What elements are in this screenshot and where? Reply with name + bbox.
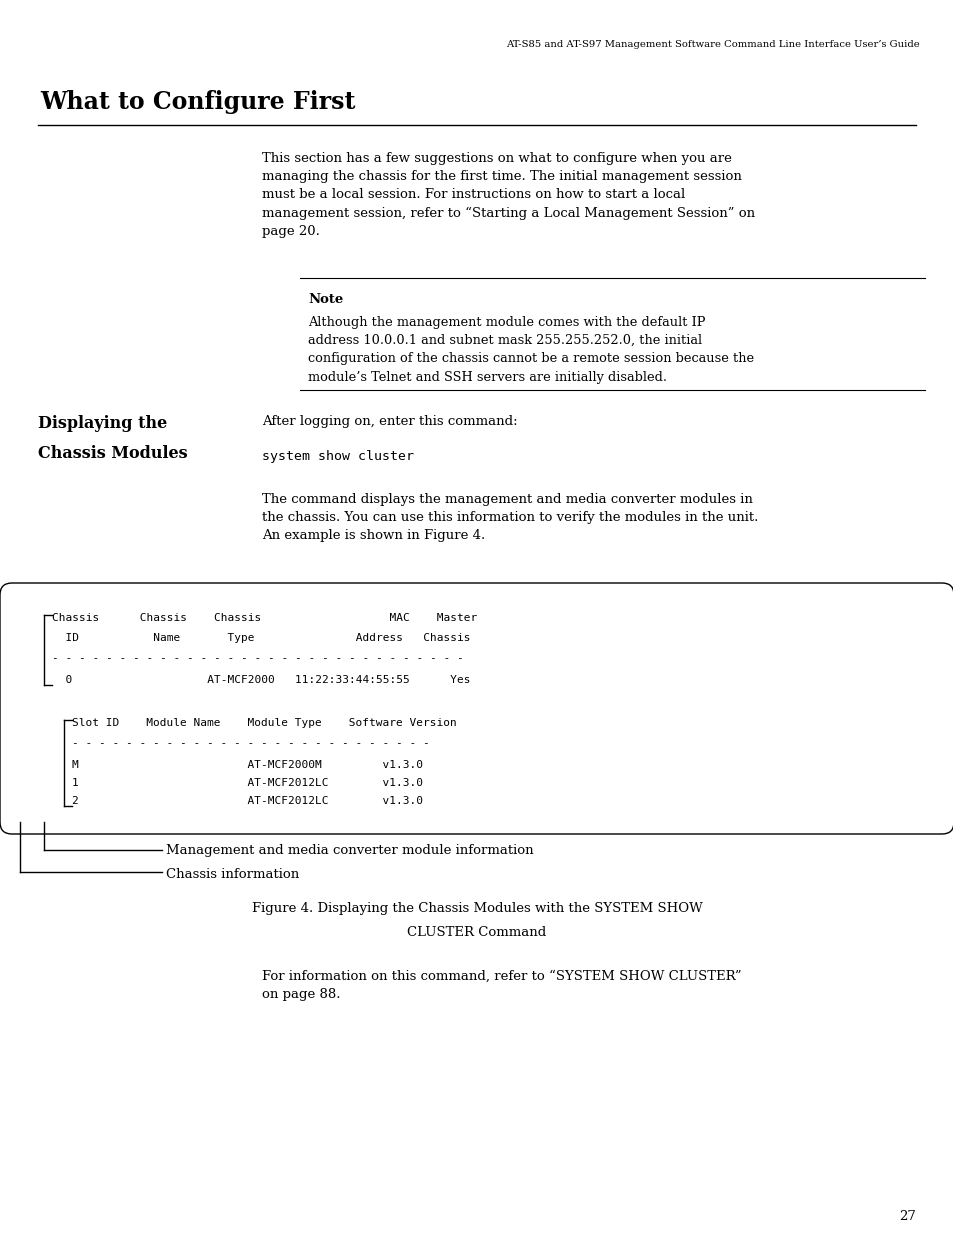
Text: Although the management module comes with the default IP
address 10.0.0.1 and su: Although the management module comes wit…	[308, 316, 753, 384]
Text: CLUSTER Command: CLUSTER Command	[407, 926, 546, 939]
Text: The command displays the management and media converter modules in
the chassis. : The command displays the management and …	[262, 493, 758, 542]
Text: For information on this command, refer to “SYSTEM SHOW CLUSTER”
on page 88.: For information on this command, refer t…	[262, 969, 740, 1002]
Text: 27: 27	[898, 1210, 915, 1223]
Text: What to Configure First: What to Configure First	[40, 90, 355, 114]
Text: Chassis information: Chassis information	[166, 868, 299, 881]
Text: After logging on, enter this command:: After logging on, enter this command:	[262, 415, 517, 429]
Text: Displaying the: Displaying the	[38, 415, 167, 432]
Text: Figure 4. Displaying the Chassis Modules with the SYSTEM SHOW: Figure 4. Displaying the Chassis Modules…	[252, 902, 701, 915]
Text: Management and media converter module information: Management and media converter module in…	[166, 844, 533, 857]
Text: Note: Note	[308, 293, 343, 306]
Text: 1                         AT-MCF2012LC        v1.3.0: 1 AT-MCF2012LC v1.3.0	[71, 778, 422, 788]
Text: Slot ID    Module Name    Module Type    Software Version: Slot ID Module Name Module Type Software…	[71, 718, 456, 727]
Text: - - - - - - - - - - - - - - - - - - - - - - - - - - -: - - - - - - - - - - - - - - - - - - - - …	[71, 739, 429, 748]
Text: 2                         AT-MCF2012LC        v1.3.0: 2 AT-MCF2012LC v1.3.0	[71, 797, 422, 806]
Text: ID           Name       Type               Address   Chassis: ID Name Type Address Chassis	[52, 634, 470, 643]
Text: Chassis Modules: Chassis Modules	[38, 445, 188, 462]
Text: Chassis      Chassis    Chassis                   MAC    Master: Chassis Chassis Chassis MAC Master	[52, 613, 476, 622]
Text: M                         AT-MCF2000M         v1.3.0: M AT-MCF2000M v1.3.0	[71, 760, 422, 769]
Text: AT-S85 and AT-S97 Management Software Command Line Interface User’s Guide: AT-S85 and AT-S97 Management Software Co…	[506, 40, 919, 49]
Text: This section has a few suggestions on what to configure when you are
managing th: This section has a few suggestions on wh…	[262, 152, 755, 238]
Text: 0                    AT-MCF2000   11:22:33:44:55:55      Yes: 0 AT-MCF2000 11:22:33:44:55:55 Yes	[52, 676, 470, 685]
Text: - - - - - - - - - - - - - - - - - - - - - - - - - - - - - - -: - - - - - - - - - - - - - - - - - - - - …	[52, 653, 463, 663]
Text: system show cluster: system show cluster	[262, 450, 414, 463]
FancyBboxPatch shape	[0, 583, 953, 834]
